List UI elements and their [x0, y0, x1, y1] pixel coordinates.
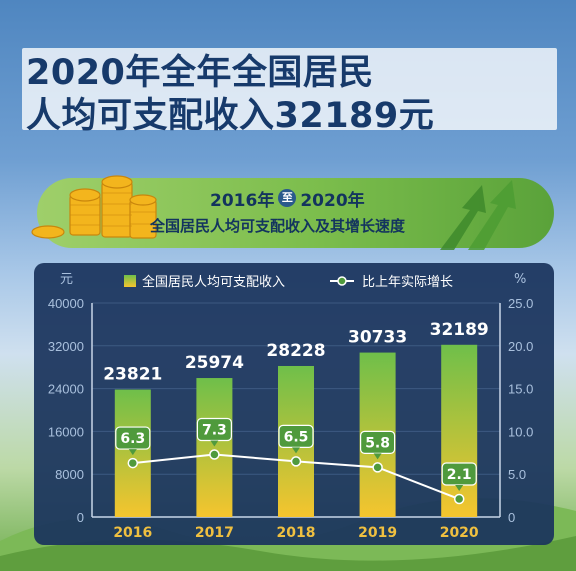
growth-value-label: 5.8: [365, 435, 390, 451]
x-tick-label: 2019: [358, 525, 397, 541]
right-tick-label: 25.0: [508, 296, 533, 311]
bar-value-label: 30733: [348, 328, 407, 348]
title-line-1: 2020年全年全国居民: [26, 53, 374, 93]
growth-value-label: 2.1: [447, 467, 472, 483]
coins-icon: [31, 175, 157, 239]
growth-value-label: 6.5: [284, 429, 309, 445]
left-tick-label: 40000: [48, 296, 84, 311]
growth-value-label: 7.3: [202, 423, 227, 439]
x-tick-label: 2016: [113, 525, 152, 541]
x-tick-label: 2017: [195, 525, 234, 541]
title-line-2: 人均可支配收入32189元: [26, 96, 435, 136]
right-tick-label: 5.0: [508, 467, 526, 482]
growth-label-box: [360, 430, 396, 454]
right-tick-label: 10.0: [508, 424, 533, 439]
legend-line-label: 比上年实际增长: [362, 275, 453, 290]
growth-point: [290, 456, 302, 467]
growth-label-pointer: [455, 485, 464, 492]
growth-label-box: [278, 424, 314, 448]
income-chart: 0 8000 16000 24000 32000 40000 0 5.0 10.0 15.0 20.…: [48, 272, 533, 541]
year-start: 2016年: [210, 190, 275, 211]
title-background: [22, 48, 557, 130]
left-axis-unit: 元: [60, 272, 73, 287]
growth-point: [209, 449, 220, 460]
left-tick-label: 16000: [48, 424, 84, 439]
bar-value-label: 28228: [266, 341, 325, 361]
growth-value-label: 6.3: [120, 431, 145, 447]
growth-point: [453, 493, 465, 505]
right-tick-label: 0: [508, 510, 515, 525]
growth-label-box: [441, 462, 477, 486]
page-title: 2020年全年全国居民 人均可支配收入32189元: [26, 52, 434, 138]
right-tick-label: 20.0: [508, 339, 533, 354]
chart-panel: 0 8000 16000 24000 32000 40000 0 5.0 10.0 15.0 20.…: [34, 263, 554, 545]
right-axis-unit: %: [514, 272, 526, 287]
growth-arrows-icon: [440, 180, 516, 250]
legend-bar-label: 全国居民人均可支配收入: [142, 274, 285, 290]
year-end: 2020年: [300, 190, 365, 211]
growth-point: [372, 462, 383, 473]
bar: [441, 344, 478, 517]
left-tick-label: 0: [77, 510, 84, 525]
banner-subtitle: 全国居民人均可支配收入及其增长速度: [150, 217, 406, 235]
right-tick-label: 15.0: [508, 382, 533, 397]
x-tick-label: 2018: [277, 525, 316, 541]
legend-bar-swatch: [124, 275, 136, 287]
bar: [196, 378, 233, 517]
left-tick-label: 32000: [48, 339, 84, 354]
growth-point: [127, 457, 139, 469]
year-range: 2016年 至 2020年: [210, 186, 365, 211]
left-tick-label: 24000: [48, 382, 84, 397]
bar-value-label: 25974: [185, 353, 244, 373]
to-badge: 至: [278, 189, 297, 207]
bar-value-label: 32189: [430, 320, 489, 340]
x-tick-label: 2020: [440, 525, 479, 541]
bar-value-label: 23821: [103, 365, 162, 385]
growth-label-pointer: [292, 447, 300, 454]
left-tick-label: 8000: [55, 467, 84, 482]
growth-label-pointer: [128, 449, 137, 456]
growth-label-pointer: [210, 440, 219, 447]
growth-label-pointer: [373, 453, 382, 460]
legend-line-marker: [337, 276, 347, 286]
